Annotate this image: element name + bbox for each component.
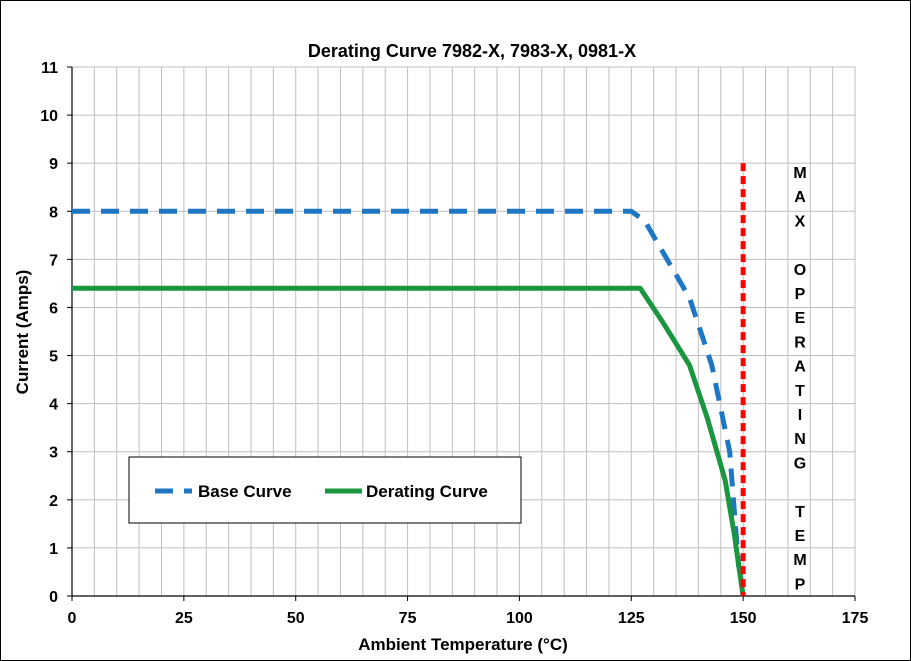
y-tick-label: 0 — [49, 589, 58, 606]
legend: Base Curve Derating Curve — [128, 456, 522, 524]
y-tick-label: 11 — [41, 60, 58, 77]
series-line-base-curve — [72, 208, 742, 568]
annotation-letter: T — [795, 504, 805, 521]
annotation-letter: R — [794, 334, 806, 351]
annotation-letter: X — [795, 213, 806, 230]
x-axis-label: Ambient Temperature (°C) — [358, 635, 568, 654]
annotation-letter: E — [795, 310, 806, 327]
x-tick-label: 175 — [842, 610, 869, 627]
x-tick-label: 75 — [399, 610, 417, 627]
y-tick-label: 5 — [49, 349, 58, 366]
x-tick-label: 150 — [730, 610, 757, 627]
annotation-letter: G — [794, 455, 806, 472]
y-tick-label: 8 — [49, 204, 58, 221]
y-tick-label: 4 — [49, 397, 58, 414]
x-tick-label: 25 — [175, 610, 193, 627]
annotation-letter: P — [795, 286, 806, 303]
y-tick-label: 1 — [49, 541, 58, 558]
annotation-letter: E — [795, 528, 806, 545]
x-tick-label: 0 — [68, 610, 77, 627]
chart-title: Derating Curve 7982-X, 7983-X, 0981-X — [308, 41, 636, 61]
x-tick-label: 125 — [618, 610, 645, 627]
annotation-letter: M — [793, 552, 806, 569]
y-axis-label: Current (Amps) — [13, 270, 32, 395]
legend-label-base-curve: Base Curve — [198, 482, 292, 501]
annotation-letter: P — [795, 576, 806, 593]
legend-label-derating-curve: Derating Curve — [366, 482, 488, 501]
annotation-letter: N — [794, 431, 806, 448]
annotation-letter: A — [794, 189, 806, 206]
series-layer — [72, 163, 746, 597]
tick-labels: 0 1 2 3 4 5 6 7 8 9 10 11 0 25 50 75 100 125 150 175 — [40, 60, 868, 627]
x-tick-label: 100 — [506, 610, 533, 627]
axis-layer — [71, 67, 855, 597]
y-tick-label: 10 — [40, 108, 58, 125]
annotation-letter: T — [795, 383, 805, 400]
x-tick-label: 50 — [287, 610, 305, 627]
series-line-derating-curve — [72, 285, 746, 597]
y-tick-label: 3 — [49, 445, 58, 462]
y-tick-label: 6 — [49, 300, 58, 317]
y-tick-label: 7 — [49, 252, 58, 269]
y-tick-label: 9 — [49, 156, 58, 173]
annotation-letter: A — [794, 359, 806, 376]
y-tick-label: 2 — [49, 493, 58, 510]
annotation-letter: I — [798, 407, 802, 424]
annotation-letter: M — [793, 165, 806, 182]
annotation-letter: O — [794, 262, 806, 279]
